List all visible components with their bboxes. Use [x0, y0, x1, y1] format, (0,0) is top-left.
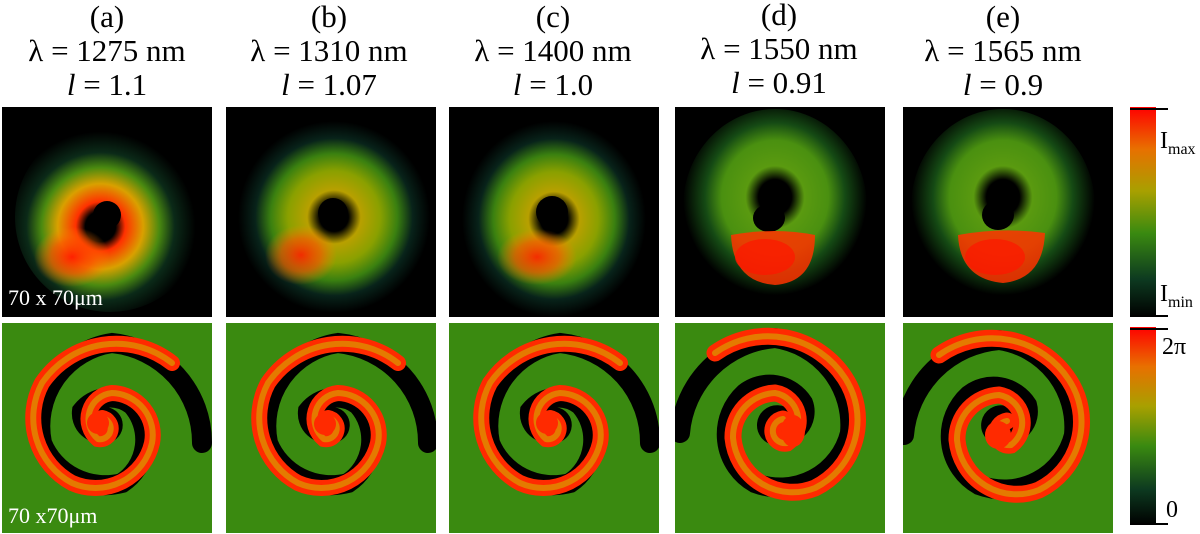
l-value: = 1.1: [75, 67, 148, 102]
l-symbol: l: [512, 67, 522, 102]
column-header-e: (e) λ = 1565 nm l = 0.9: [893, 0, 1113, 102]
phase-image-c: [449, 323, 659, 533]
phase-image-a: 70 x70μm: [2, 323, 212, 533]
column-header-b: (b) λ = 1310 nm l = 1.07: [219, 0, 439, 102]
scale-label: 70 x70μm: [8, 503, 98, 528]
phase-image-b: [226, 323, 436, 533]
intensity-image-c: [449, 107, 659, 317]
intensity-max-label: Imax: [1160, 128, 1196, 158]
panel-tag: (d): [760, 0, 798, 32]
l-value: = 1.0: [521, 67, 594, 102]
intensity-image-e: [903, 107, 1113, 317]
wavelength-label: λ = 1275 nm: [28, 33, 186, 68]
colorbar-tick: [1130, 328, 1168, 330]
phase-max-label: 2π: [1162, 334, 1187, 360]
l-value: = 0.9: [971, 67, 1044, 102]
l-symbol: l: [281, 67, 290, 102]
panel-tag: (c): [535, 0, 571, 34]
intensity-image-a: 70 x 70μm: [2, 107, 212, 317]
colorbar-tick: [1130, 523, 1168, 525]
intensity-colorbar: [1130, 107, 1156, 317]
l-value: = 1.07: [289, 67, 377, 102]
l-symbol: l: [731, 65, 740, 100]
colorbar-tick: [1130, 108, 1168, 110]
column-header-d: (d) λ = 1550 nm l = 0.91: [669, 0, 889, 100]
phase-colorbar: [1130, 327, 1156, 525]
phase-image-d: [675, 323, 885, 533]
wavelength-label: λ = 1565 nm: [924, 33, 1082, 68]
intensity-image-b: [226, 107, 436, 317]
l-value: = 0.91: [739, 65, 827, 100]
column-header-a: (a) λ = 1275 nm l = 1.1: [0, 0, 217, 102]
wavelength-label: λ = 1310 nm: [250, 33, 408, 68]
wavelength-label: λ = 1400 nm: [474, 33, 632, 68]
scale-label: 70 x 70μm: [8, 285, 103, 310]
intensity-min-label: Imin: [1160, 281, 1193, 311]
wavelength-label: λ = 1550 nm: [700, 31, 858, 66]
panel-tag: (b): [310, 0, 348, 34]
l-symbol: l: [962, 67, 972, 102]
phase-min-label: 0: [1166, 497, 1178, 523]
panel-tag: (e): [985, 0, 1021, 34]
phase-image-e: [903, 323, 1113, 533]
panel-tag: (a): [89, 0, 125, 34]
intensity-image-d: [675, 107, 885, 317]
phase-spiral: [2, 323, 212, 533]
colorbar-tick: [1130, 315, 1168, 317]
column-header-c: (c) λ = 1400 nm l = 1.0: [443, 0, 663, 102]
l-symbol: l: [66, 67, 76, 102]
